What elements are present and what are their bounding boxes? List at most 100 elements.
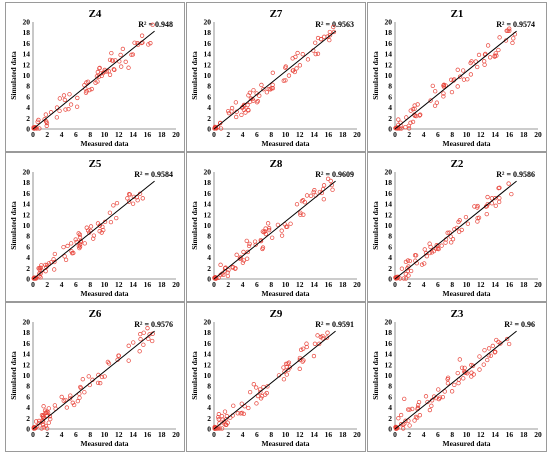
data-point: [264, 90, 270, 95]
data-point: [327, 33, 333, 38]
x-tick-label: 4: [241, 280, 245, 289]
y-tick-label: 16: [23, 339, 31, 348]
data-point: [428, 244, 433, 250]
y-tick-label: 4: [388, 403, 392, 412]
data-point: [401, 426, 406, 431]
y-tick-label: 20: [23, 318, 31, 327]
data-point: [507, 28, 512, 33]
data-point: [459, 365, 465, 370]
y-axis-label: Simulated data: [9, 351, 18, 400]
data-point: [497, 185, 502, 190]
data-point: [331, 24, 336, 30]
data-point: [69, 241, 74, 246]
x-tick-label: 20: [172, 430, 180, 439]
data-point: [46, 420, 51, 425]
data-point: [130, 201, 136, 206]
data-point: [39, 426, 44, 431]
x-tick-label: 12: [115, 280, 123, 289]
data-point: [282, 369, 287, 374]
data-point: [245, 249, 250, 255]
data-point: [415, 102, 420, 107]
x-tick-label: 12: [296, 130, 304, 139]
data-point: [67, 92, 72, 97]
data-point: [266, 227, 272, 233]
data-point: [78, 385, 84, 391]
data-point: [463, 370, 468, 375]
data-point: [311, 353, 317, 359]
data-point: [295, 50, 300, 56]
x-tick-label: 14: [491, 430, 499, 439]
x-tick-label: 10: [463, 280, 471, 289]
data-point: [493, 203, 498, 208]
y-tick-label: 12: [204, 60, 212, 69]
y-tick-label: 14: [204, 200, 212, 209]
y-tick-label: 6: [26, 392, 30, 401]
data-point: [225, 270, 230, 275]
chart-title: Z7: [270, 8, 283, 20]
data-point: [297, 63, 303, 68]
x-tick-label: 6: [255, 130, 259, 139]
data-point: [262, 229, 267, 234]
data-point: [497, 199, 502, 205]
data-point: [260, 246, 265, 252]
data-point: [455, 370, 460, 376]
data-point: [440, 394, 445, 400]
x-tick-label: 18: [158, 280, 166, 289]
x-tick-label: 10: [101, 280, 109, 289]
data-point: [457, 357, 462, 362]
data-point: [260, 229, 265, 234]
data-point: [324, 335, 330, 340]
data-point: [457, 229, 462, 234]
y-tick-label: 0: [207, 275, 211, 284]
data-point: [461, 77, 467, 82]
fit-line: [213, 30, 336, 130]
chart-title: Z5: [89, 158, 102, 170]
data-point: [82, 390, 87, 395]
data-point: [76, 243, 81, 249]
data-point: [265, 384, 270, 389]
r-squared-label: R² = 0.9609: [315, 170, 354, 179]
x-tick-label: 18: [339, 280, 347, 289]
y-tick-label: 8: [388, 82, 392, 91]
x-tick-label: 20: [353, 430, 361, 439]
data-point: [317, 341, 322, 346]
data-point: [114, 200, 120, 206]
y-tick-label: 14: [204, 350, 212, 359]
data-point: [441, 82, 447, 87]
y-tick-label: 6: [388, 92, 392, 101]
y-tick-label: 18: [23, 328, 31, 337]
y-tick-label: 2: [207, 414, 211, 423]
fit-line: [394, 30, 517, 130]
data-point: [410, 406, 415, 412]
data-point: [452, 382, 457, 387]
data-point: [89, 86, 94, 92]
x-tick-label: 6: [436, 130, 440, 139]
data-point: [132, 40, 137, 45]
x-tick-label: 20: [534, 280, 542, 289]
data-point: [68, 393, 73, 398]
x-tick-label: 4: [422, 130, 426, 139]
data-point: [321, 197, 326, 202]
y-tick-label: 6: [26, 242, 30, 251]
data-point: [469, 370, 474, 375]
x-tick-label: 4: [60, 130, 64, 139]
data-point: [493, 51, 498, 56]
data-point: [61, 398, 66, 403]
data-point: [257, 93, 262, 98]
data-point: [75, 398, 80, 404]
data-point: [441, 94, 446, 99]
y-tick-label: 8: [207, 232, 211, 241]
y-tick-label: 10: [385, 221, 393, 230]
data-point: [461, 376, 466, 381]
data-point: [78, 384, 83, 390]
data-point: [449, 389, 455, 394]
chart-title: Z4: [89, 8, 102, 20]
data-point: [97, 223, 103, 228]
data-point: [308, 193, 314, 198]
x-tick-label: 10: [282, 280, 290, 289]
data-point: [98, 380, 103, 386]
data-point: [118, 52, 123, 58]
data-point: [241, 258, 246, 263]
data-point: [487, 55, 493, 60]
